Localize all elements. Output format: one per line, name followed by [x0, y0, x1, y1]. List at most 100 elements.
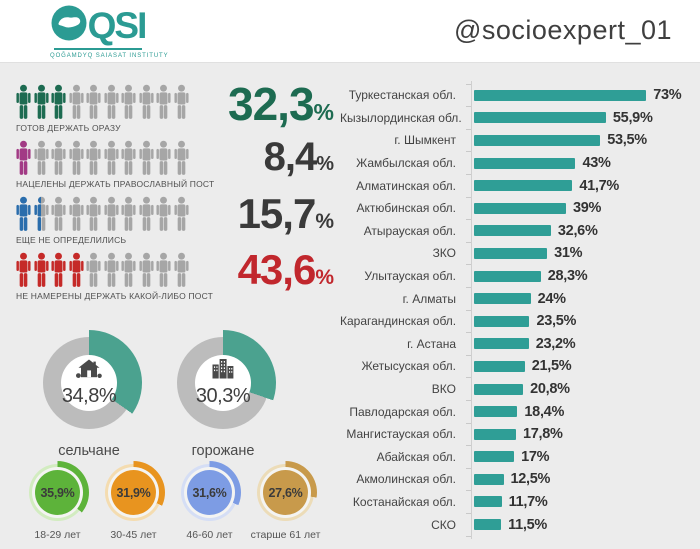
person-icon	[51, 140, 66, 176]
person-icon	[86, 196, 101, 232]
region-label: г. Астана	[407, 336, 456, 351]
person-icon	[173, 252, 189, 288]
person-icon	[103, 84, 119, 120]
person-icon	[16, 196, 31, 232]
person-icon	[121, 84, 136, 120]
donut-chart: 34,8% сельчане	[36, 330, 142, 459]
region-label: СКО	[431, 517, 456, 532]
region-value: 23,5%	[536, 313, 577, 330]
person-icon	[138, 84, 154, 120]
person-icon	[156, 196, 171, 232]
person-icon	[103, 140, 119, 176]
donut-label: горожане	[191, 443, 255, 459]
stat-row: ГОТОВ ДЕРЖАТЬ ОРАЗУ 32,3%	[16, 76, 336, 133]
logo-text: QSI	[87, 4, 148, 46]
bar-row: Жетысуская обл. 21,5%	[340, 355, 696, 378]
person-icon	[33, 140, 49, 176]
region-bar	[474, 134, 601, 146]
region-value: 12,5%	[510, 471, 551, 488]
region-value: 73%	[653, 87, 682, 104]
bar-row: Мангистауская обл. 17,8%	[340, 423, 696, 446]
bar-row: Атырауская обл. 32,6%	[340, 220, 696, 243]
region-label: Павлодарская обл.	[349, 404, 456, 419]
age-value: 27,6%	[268, 485, 303, 500]
person-icon	[68, 140, 84, 176]
region-bar	[474, 202, 567, 214]
person-icon	[86, 140, 101, 176]
region-bar	[474, 473, 504, 485]
region-value: 31%	[554, 245, 583, 262]
bar-row: ВКО 20,8%	[340, 378, 696, 401]
bar-row: Карагандинская обл. 23,5%	[340, 310, 696, 333]
region-label: ВКО	[431, 382, 456, 397]
region-label: Алматинская обл.	[356, 178, 456, 193]
person-icon	[86, 84, 101, 120]
person-icon	[16, 252, 31, 288]
stat-label: НЕ НАМЕРЕНЫ ДЕРЖАТЬ КАКОЙ-ЛИБО ПОСТ	[16, 291, 214, 301]
person-icon	[68, 252, 84, 288]
logo-q-kazakhstan-icon	[51, 5, 87, 46]
age-circle: 27,6% старше 61 лет	[249, 461, 322, 541]
stat-value: 8,4%	[263, 135, 334, 179]
person-icon	[138, 252, 154, 288]
region-bar	[474, 157, 576, 169]
donut-value: 30,3%	[195, 385, 251, 407]
bar-row: ЗКО 31%	[340, 242, 696, 265]
stat-value: 32,3%	[228, 78, 334, 130]
person-icon	[121, 252, 136, 288]
region-bar	[474, 293, 531, 305]
residence-donut-charts: 34,8% сельчане 30,3% горожане	[16, 330, 336, 459]
age-label: 18-29 лет	[34, 529, 81, 541]
region-value: 21,5%	[531, 358, 572, 375]
person-icon	[33, 252, 49, 288]
person-icon	[121, 140, 136, 176]
region-bar	[474, 428, 516, 440]
person-icon	[68, 196, 84, 232]
region-label: Улытауская обл.	[364, 269, 456, 284]
person-icon	[33, 196, 49, 232]
region-bar	[474, 360, 525, 372]
bar-row: Кызылординская обл. 55,9%	[340, 107, 696, 130]
person-icon	[156, 140, 171, 176]
bar-row: Туркестанская обл. 73%	[340, 84, 696, 107]
region-value: 28,3%	[547, 268, 588, 285]
person-icon	[173, 84, 189, 120]
region-bar	[474, 225, 551, 237]
region-value: 39%	[573, 200, 602, 217]
region-label: Карагандинская обл.	[340, 314, 457, 329]
region-bar	[474, 519, 502, 531]
person-icon	[173, 140, 189, 176]
region-bar	[474, 338, 529, 350]
region-value: 18,4%	[524, 403, 565, 420]
bar-row: Акмолинская обл. 12,5%	[340, 468, 696, 491]
region-bar	[474, 315, 530, 327]
bar-row: г. Астана 23,2%	[340, 333, 696, 356]
age-circle: 31,6% 46-60 лет	[173, 461, 246, 541]
region-bar	[474, 247, 548, 259]
bar-row: г. Алматы 24%	[340, 287, 696, 310]
bar-row: г. Шымкент 53,5%	[340, 129, 696, 152]
person-icon	[68, 84, 84, 120]
person-icon	[33, 84, 49, 120]
region-bar	[474, 180, 573, 192]
person-icon	[86, 252, 101, 288]
region-value: 17%	[521, 448, 550, 465]
region-value: 17,8%	[523, 426, 563, 443]
regions-bar-chart: Туркестанская обл. 73% Кызылординская об…	[340, 81, 696, 539]
region-label: Туркестанская обл.	[348, 88, 456, 103]
age-group-circles: 35,9% 18-29 лет 31,9% 30-45 лет 31,6% 46…	[16, 461, 336, 541]
logo-divider	[54, 48, 142, 50]
region-label: Абайская обл.	[376, 449, 456, 464]
person-icon	[51, 84, 66, 120]
donut-chart: 30,3% горожане	[170, 330, 276, 459]
region-value: 53,5%	[607, 132, 647, 149]
region-label: Жетысуская обл.	[361, 359, 456, 374]
bar-row: Улытауская обл. 28,3%	[340, 265, 696, 288]
age-label: 30-45 лет	[110, 529, 157, 541]
age-value: 31,9%	[116, 485, 151, 500]
region-label: Кызылординская обл.	[340, 110, 462, 125]
logo-subtext: QOĞAMDYQ SAIASAT INSTITUTY	[50, 53, 169, 59]
bar-row: Павлодарская обл. 18,4%	[340, 400, 696, 423]
donut-value: 34,8%	[61, 384, 117, 407]
bar-row: Костанайская обл. 11,7%	[340, 491, 696, 514]
